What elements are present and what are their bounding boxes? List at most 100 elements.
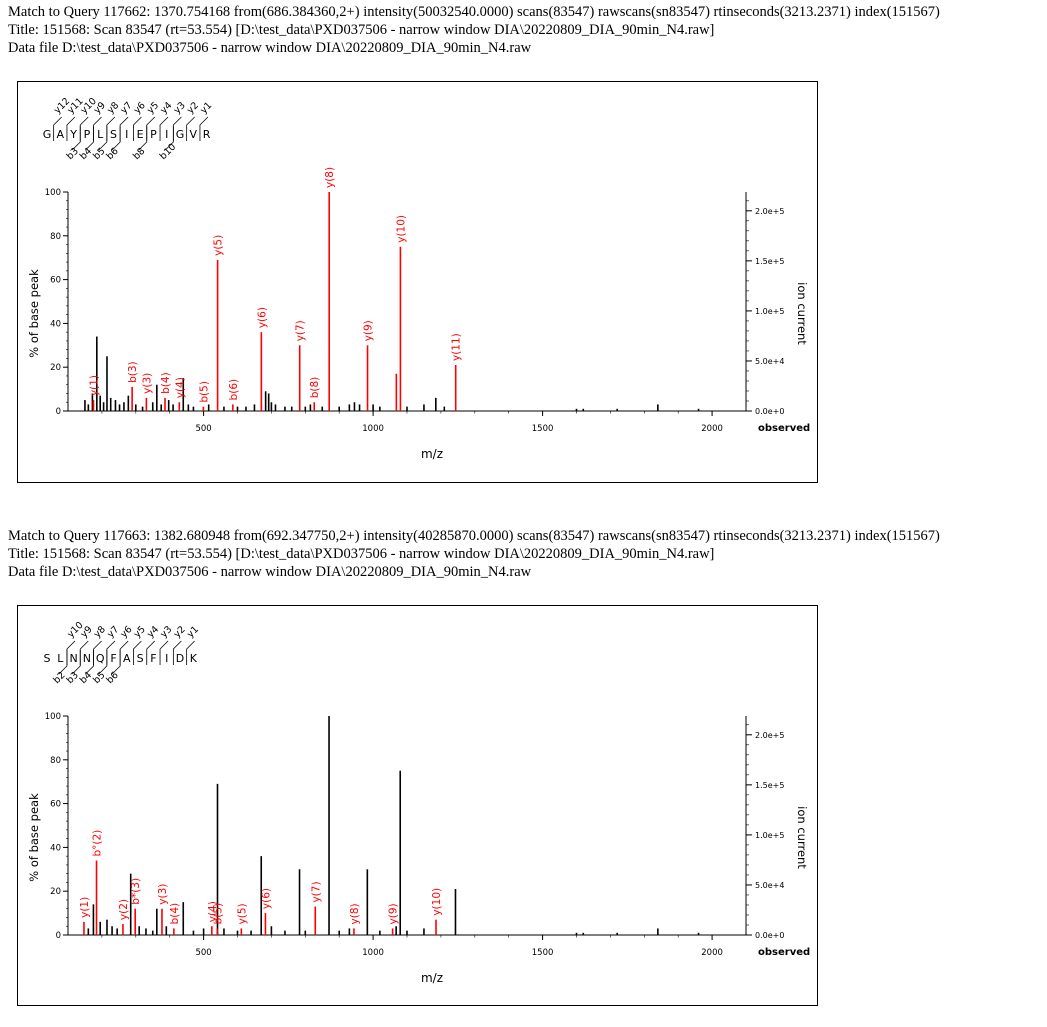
datafile-line: Data file D:\test_data\PXD037506 - narro… <box>8 564 532 580</box>
residue-label: A <box>123 652 131 665</box>
y2-axis-title: ion current <box>795 806 809 869</box>
x-axis-title: m/z <box>421 447 443 461</box>
spectrum-svg: G A Y P L S I E P I G V Ry12y11y10y9y8y7y6y5y4y3y2y1… <box>27 96 810 461</box>
y-ion-bracket <box>186 116 195 141</box>
peak-label: y(10) <box>431 888 443 916</box>
y-tick-label: 60 <box>50 800 61 810</box>
b-ion-bracket <box>85 650 94 675</box>
y2-tick-label: 1.0e+5 <box>755 307 784 316</box>
residue-label: I <box>165 652 168 665</box>
y2-tick-label: 0.0e+0 <box>755 407 784 416</box>
peak-label: y(9) <box>388 903 400 924</box>
peak-label: y(4) <box>174 377 186 398</box>
corner-label: observed <box>758 947 810 958</box>
y2-tick-label: 5.0e+4 <box>755 357 784 366</box>
y-tick-label: 100 <box>45 188 61 198</box>
residue-label: S <box>137 652 144 665</box>
y-tick-label: 0 <box>56 931 61 941</box>
peak-label: b(8) <box>309 377 321 399</box>
residue-label: D <box>176 652 184 665</box>
x-tick-label: 500 <box>195 424 211 434</box>
x-tick-label: 2000 <box>701 424 723 434</box>
y-ion-label: y1 <box>198 100 214 116</box>
residue-label: N <box>83 652 91 665</box>
residue-label: A <box>57 128 65 141</box>
y2-tick-label: 5.0e+4 <box>755 881 784 890</box>
residue-label: V <box>190 128 198 141</box>
residue-label: S <box>110 128 117 141</box>
peak-label: y(3) <box>157 884 169 905</box>
x-tick-label: 1500 <box>532 948 554 958</box>
y-ion-bracket <box>133 116 142 141</box>
y-tick-label: 60 <box>50 276 61 286</box>
y-ion-bracket <box>159 116 169 141</box>
x-tick-label: 1500 <box>532 424 554 434</box>
title-line: Title: 151568: Scan 83547 (rt=53.554) [D… <box>8 546 715 562</box>
b-ion-bracket <box>111 126 121 151</box>
b-ion-bracket <box>111 650 121 675</box>
axes: 0 20 40 60 80 100 0.0e+0 5.0e+4 1.0e+5 1.5e+5 2.0e… <box>27 712 810 985</box>
residue-label: L <box>97 128 104 141</box>
peak-label: y(6) <box>256 307 268 328</box>
b-ion-bracket <box>58 650 68 675</box>
x-tick-label: 1000 <box>362 948 384 958</box>
y-axis-title: % of base peak <box>27 793 41 882</box>
peak-label: y(2) <box>118 899 130 920</box>
peak-label: y(7) <box>295 320 307 341</box>
y2-tick-label: 1.0e+5 <box>755 831 784 840</box>
residue-label: K <box>190 652 198 665</box>
peak-label: b(5) <box>212 903 224 925</box>
b-ion-bracket <box>71 126 81 151</box>
corner-label: observed <box>758 423 810 434</box>
x-tick-label: 2000 <box>701 948 723 958</box>
match-line: Match to Query 117663: 1382.680948 from(… <box>8 528 940 544</box>
b-ion-bracket <box>138 126 148 151</box>
b-ion-bracket <box>71 650 81 675</box>
residue-label: Y <box>69 128 77 141</box>
title-line: Title: 151568: Scan 83547 (rt=53.554) [D… <box>8 22 715 38</box>
y-ion-bracket <box>172 640 182 665</box>
peak-label: y(3) <box>141 373 153 394</box>
y-tick-label: 80 <box>50 756 61 766</box>
y-ion-label: y1 <box>185 624 201 640</box>
datafile-line: Data file D:\test_data\PXD037506 - narro… <box>8 40 532 56</box>
residue-label: N <box>69 652 77 665</box>
residue-label: P <box>84 128 91 141</box>
peptide-sequence: G A Y P L S I E P I G V Ry12y11y10y9y8y7y6y5y4y3y2y1… <box>43 96 215 162</box>
y-ion-bracket <box>199 116 209 141</box>
y-tick-label: 0 <box>56 407 61 417</box>
y2-tick-label: 1.5e+5 <box>755 781 784 790</box>
residue-label: F <box>150 652 156 665</box>
x-axis-title: m/z <box>421 971 443 985</box>
peak-label: b°(2) <box>92 830 104 857</box>
y2-axis-title: ion current <box>795 282 809 345</box>
b-ion-label: b10 <box>158 142 179 163</box>
residue-label: I <box>125 128 128 141</box>
peak-label: y(8) <box>349 903 361 924</box>
y-tick-label: 40 <box>50 843 61 853</box>
y-tick-label: 100 <box>45 712 61 722</box>
y-tick-label: 20 <box>50 887 61 897</box>
peptide-sequence: S L N N Q F A S F I D Ky10y9y8y7y6y5y4y3y2y1b2b3b4b… <box>44 620 202 686</box>
peak-label: y(5) <box>213 235 225 256</box>
peak-label: b(6) <box>228 379 240 401</box>
y-tick-label: 20 <box>50 363 61 373</box>
residue-label: R <box>203 128 211 141</box>
x-tick-label: 1000 <box>362 424 384 434</box>
residue-label: G <box>43 128 52 141</box>
b-ion-bracket <box>165 126 174 151</box>
peak-label: y(6) <box>260 888 272 909</box>
peak-label: y(10) <box>395 215 407 243</box>
peak-label: y(4) <box>207 901 219 922</box>
residue-label: L <box>57 652 64 665</box>
peaks: y(1) b°(2) y(2)b*(3) y(3)b(4) y(4)b(5) y(5) y(… <box>79 716 700 935</box>
residue-label: F <box>110 652 116 665</box>
peak-label: b(5) <box>198 381 210 403</box>
axes: 0 20 40 60 80 100 0.0e+0 5.0e+4 1.0e+5 1.5e+5 2.0e… <box>27 188 810 461</box>
residue-label: E <box>137 128 144 141</box>
b-ion-label: b6 <box>104 146 120 162</box>
residue-label: Q <box>96 652 105 665</box>
peak-label: b(3) <box>127 361 139 383</box>
spectrum-svg: S L N N Q F A S F I D Ky10y9y8y7y6y5y4y3y2y1b2b3b4b… <box>27 620 810 985</box>
